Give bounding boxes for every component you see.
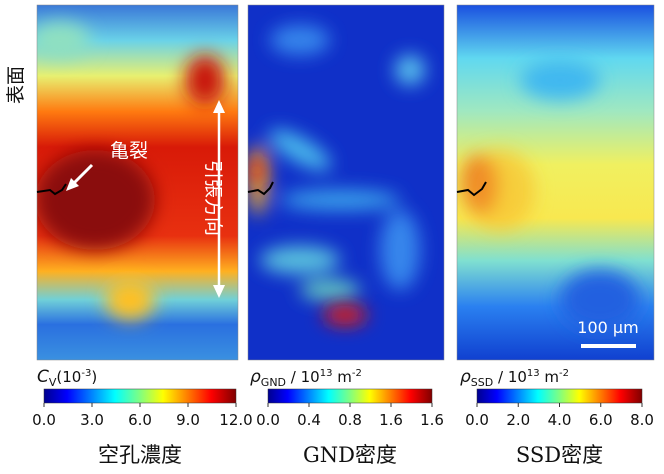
tick-label: 4.0	[548, 411, 572, 429]
scale-bar-label: 100 μm	[577, 318, 638, 337]
tick-label: 0.4	[297, 411, 321, 429]
subscript: V	[49, 376, 57, 389]
colorbar-label: ρSSD / 1013 m-2	[460, 367, 569, 389]
unit: m	[540, 368, 559, 386]
crack-label: 亀裂	[110, 140, 148, 162]
gnd-map	[248, 5, 444, 360]
symbol: ρ	[460, 367, 471, 387]
exponent: -2	[559, 368, 569, 379]
caption: 空孔濃度	[98, 443, 182, 467]
tick-label: 1.6	[379, 411, 403, 429]
subscript: SSD	[471, 376, 493, 389]
tick-label: 0.0	[465, 411, 489, 429]
arrowhead	[213, 285, 225, 298]
colorbars: CV(10-3) 0.0 3.0 6.0 9.0 12.0 空孔濃度 ρGND / 1013 …	[32, 367, 654, 467]
frame	[247, 4, 445, 361]
tick-label: 0.8	[338, 411, 362, 429]
colorbar-label: CV(10-3)	[37, 367, 97, 389]
arrowhead	[213, 100, 225, 113]
tick-label: 1.6	[420, 411, 444, 429]
tick-label: 0.0	[256, 411, 280, 429]
symbol: C	[37, 367, 49, 387]
exponent: -2	[352, 368, 362, 379]
unit: m	[332, 368, 351, 386]
colorbar	[267, 388, 433, 404]
arrowhead	[66, 178, 79, 191]
tick-label: 9.0	[176, 411, 200, 429]
unit: / 10	[493, 368, 527, 386]
exponent: -3	[81, 368, 91, 379]
symbol: ρ	[250, 367, 261, 387]
colorbar	[43, 388, 237, 404]
caption: GND密度	[303, 443, 397, 467]
surface-label: 表面	[5, 66, 27, 104]
colorbar-label: ρGND / 1013 m-2	[250, 367, 362, 389]
caption: SSD密度	[516, 443, 603, 467]
colorbar	[476, 388, 643, 404]
unit: (10	[56, 368, 81, 386]
ssd-map	[457, 5, 654, 360]
subscript: GND	[261, 376, 286, 389]
frame	[456, 4, 655, 361]
tick-label: 3.0	[80, 411, 104, 429]
unit: / 10	[286, 368, 320, 386]
exponent: 13	[527, 368, 540, 379]
exponent: 13	[320, 368, 333, 379]
tick-label: 6.0	[128, 411, 152, 429]
tick-label: 6.0	[589, 411, 613, 429]
direction-label: 引張方向	[202, 160, 224, 236]
crack	[36, 183, 67, 196]
tick-label: 12.0	[219, 411, 252, 429]
frame	[36, 4, 239, 361]
tick-label: 8.0	[630, 411, 654, 429]
crack	[247, 181, 274, 196]
unit: )	[91, 368, 97, 386]
tick-label: 0.0	[32, 411, 56, 429]
crack	[456, 181, 487, 197]
tick-label: 2.0	[506, 411, 530, 429]
